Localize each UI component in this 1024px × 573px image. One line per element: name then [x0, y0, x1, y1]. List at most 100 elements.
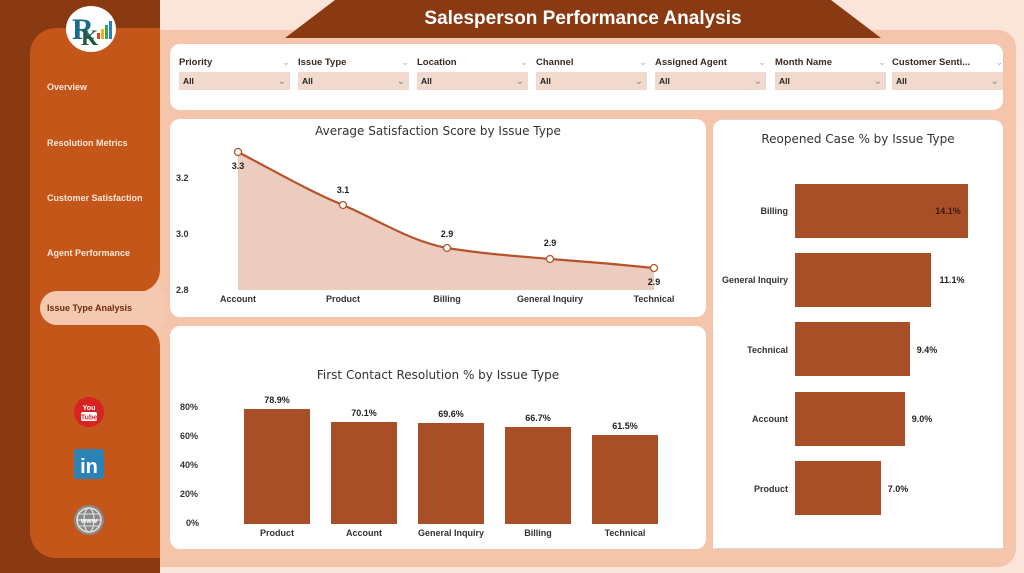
title-banner-shape [285, 0, 881, 38]
filter-label: Channel [536, 56, 574, 68]
data-label: 3.1 [336, 185, 350, 195]
y-tick: 60% [180, 431, 199, 441]
website-button[interactable]: www [73, 504, 105, 536]
priority-dropdown[interactable]: All ⌄ [179, 72, 290, 90]
x-tick: General Inquiry [417, 528, 485, 538]
sidebar-item-issue-type-analysis[interactable] [40, 291, 165, 325]
x-tick: Account [346, 528, 382, 538]
sidebar-item-overview[interactable]: Overview [47, 82, 88, 92]
x-tick: Billing [433, 294, 461, 304]
y-tick: General Inquiry [721, 275, 788, 285]
chevron-down-icon[interactable]: ⌄ [878, 56, 886, 67]
bar-billing[interactable] [505, 427, 571, 524]
filter-issue-type: Issue Type ⌄ All ⌄ [298, 54, 409, 90]
y-tick: Account [752, 414, 788, 424]
linkedin-icon: in [74, 449, 104, 479]
filter-label: Location [417, 56, 457, 68]
chevron-down-icon: ⌄ [634, 75, 643, 87]
y-tick: 40% [180, 460, 199, 470]
channel-dropdown[interactable]: All ⌄ [536, 72, 647, 90]
svg-text:www: www [80, 518, 98, 525]
svg-text:in: in [80, 456, 98, 478]
sidebar-item-customer-satisfaction[interactable]: Customer Satisfaction [47, 193, 143, 203]
filter-label: Month Name [775, 56, 832, 68]
data-label: 69.6% [438, 409, 464, 419]
data-label: 7.0% [887, 484, 909, 494]
bar-account[interactable] [331, 422, 397, 524]
data-label: 78.9% [264, 395, 290, 405]
y-tick: 3.0 [176, 229, 189, 239]
issue-type-dropdown[interactable]: All ⌄ [298, 72, 409, 90]
title-banner: Salesperson Performance Analysis [285, 0, 881, 38]
y-tick: 0% [186, 518, 200, 528]
bar-product[interactable] [795, 461, 881, 515]
filter-label: Issue Type [298, 56, 347, 68]
data-label: 66.7% [525, 413, 551, 423]
svg-text:K: K [81, 25, 98, 49]
reopened-case-chart[interactable]: Reopened Case % by Issue Type Billing Ge… [713, 119, 1003, 549]
filter-channel: Channel ⌄ All ⌄ [536, 54, 647, 90]
satisfaction-chart[interactable]: Average Satisfaction Score by Issue Type… [170, 119, 706, 317]
bar-technical[interactable] [795, 322, 910, 376]
x-tick: Technical [633, 294, 675, 304]
bar-general-inquiry[interactable] [418, 423, 484, 524]
data-label: 2.9 [647, 277, 661, 287]
rk-logo-icon: R K [72, 13, 112, 49]
chart-title: Reopened Case % by Issue Type [761, 132, 955, 146]
sidebar-item-label: Issue Type Analysis [47, 303, 133, 313]
linkedin-button[interactable]: in [73, 448, 105, 480]
x-tick: Billing [524, 528, 552, 538]
bar-technical[interactable] [592, 435, 658, 524]
y-tick: 2.8 [176, 285, 189, 295]
filter-month-name: Month Name ⌄ All ⌄ [775, 54, 886, 90]
chevron-down-icon[interactable]: ⌄ [520, 56, 528, 67]
sidebar-item-resolution-metrics[interactable]: Resolution Metrics [47, 138, 128, 148]
data-label: 61.5% [612, 421, 638, 431]
x-tick: Account [220, 294, 256, 304]
chevron-down-icon: ⌄ [753, 75, 762, 87]
area-line-plot [233, 147, 659, 290]
filter-label: Customer Senti... [892, 56, 971, 68]
filter-assigned-agent: Assigned Agent ⌄ All ⌄ [655, 54, 766, 90]
svg-text:Tube: Tube [81, 415, 97, 422]
bar-product[interactable] [244, 409, 310, 524]
youtube-icon: You Tube [74, 397, 104, 427]
page-title: Salesperson Performance Analysis [424, 8, 742, 29]
assigned-agent-dropdown[interactable]: All ⌄ [655, 72, 766, 90]
globe-icon: www [74, 505, 104, 535]
chevron-down-icon[interactable]: ⌄ [995, 56, 1003, 67]
svg-text:R: R [72, 13, 94, 46]
filter-location: Location ⌄ All ⌄ [417, 54, 528, 90]
bar-account[interactable] [795, 392, 905, 446]
chart-title: Average Satisfaction Score by Issue Type [315, 124, 561, 138]
y-tick: Technical [747, 345, 788, 355]
chevron-down-icon[interactable]: ⌄ [282, 56, 290, 67]
first-contact-resolution-chart[interactable]: First Contact Resolution % by Issue Type… [170, 326, 706, 549]
filter-priority: Priority ⌄ All ⌄ [179, 54, 290, 90]
bar-billing[interactable] [795, 184, 968, 238]
dropdown-value: All [779, 76, 790, 86]
month-name-dropdown[interactable]: All ⌄ [775, 72, 886, 90]
customer-sentiment-dropdown[interactable]: All ⌄ [892, 72, 1003, 90]
bar-general-inquiry[interactable] [795, 253, 931, 307]
chevron-down-icon[interactable]: ⌄ [639, 56, 647, 67]
chevron-down-icon: ⌄ [396, 75, 405, 87]
chevron-down-icon[interactable]: ⌄ [758, 56, 766, 67]
filter-customer-sentiment: Customer Senti... ⌄ All ⌄ [892, 54, 1003, 90]
sidebar-item-agent-performance[interactable]: Agent Performance [47, 248, 131, 258]
data-label: 2.9 [440, 229, 454, 239]
dropdown-value: All [896, 76, 907, 86]
filter-bar: Priority ⌄ All ⌄ Issue Type ⌄ All ⌄ Location… [170, 44, 1003, 110]
data-label: 9.0% [911, 414, 933, 424]
location-dropdown[interactable]: All ⌄ [417, 72, 528, 90]
y-tick: Product [753, 484, 788, 494]
chevron-down-icon: ⌄ [990, 75, 999, 87]
chart-title: First Contact Resolution % by Issue Type [316, 368, 560, 382]
youtube-button[interactable]: You Tube [73, 396, 105, 428]
data-label: 3.3 [231, 161, 245, 171]
data-label: 11.1% [939, 275, 965, 285]
chevron-down-icon[interactable]: ⌄ [401, 56, 409, 67]
dropdown-value: All [540, 76, 551, 86]
data-label: 14.1% [935, 206, 961, 216]
chevron-down-icon: ⌄ [873, 75, 882, 87]
